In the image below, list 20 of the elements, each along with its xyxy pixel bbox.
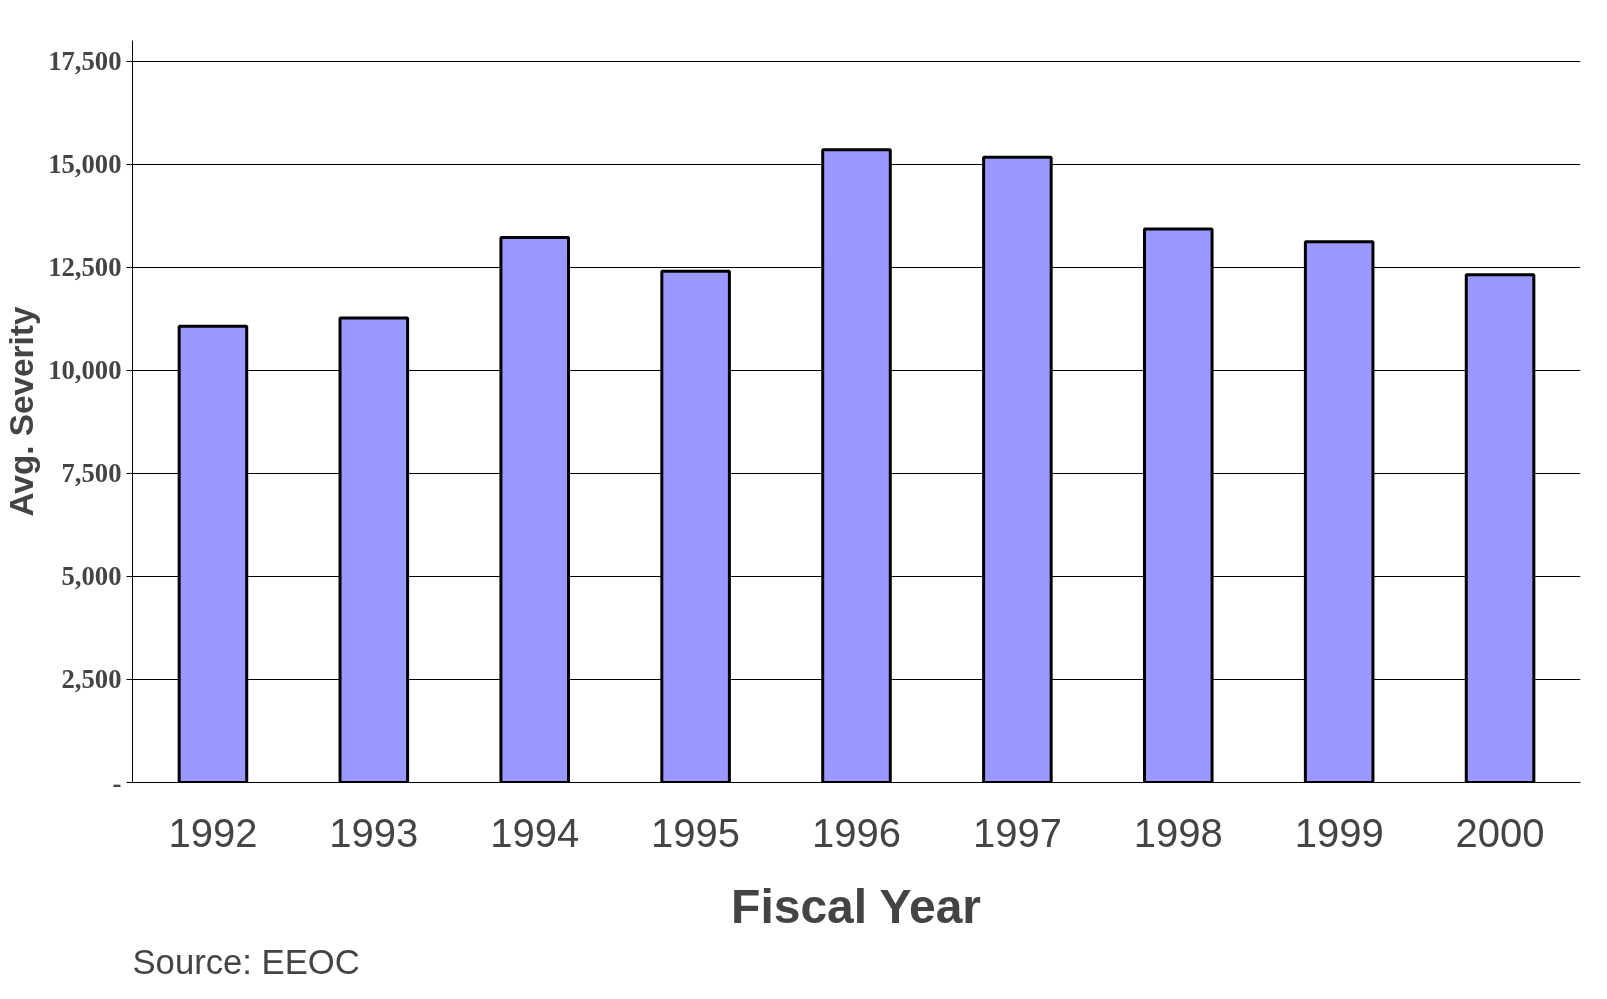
x-tick-label: 1997 — [972, 810, 1062, 855]
x-tick-label: 1996 — [812, 810, 901, 855]
y-tick-label: 7,500 — [61, 458, 122, 489]
x-tick-label: 1992 — [168, 810, 258, 855]
x-tick-label: 1998 — [1133, 810, 1223, 855]
y-tick-label: 10,000 — [48, 355, 122, 386]
x-tick-label: 2000 — [1455, 810, 1545, 855]
y-axis-title: Avg. Severity — [3, 306, 41, 517]
y-tick-label: - — [112, 767, 122, 798]
x-axis-title: Fiscal Year — [731, 879, 982, 933]
x-tick-label: 1995 — [651, 810, 741, 855]
y-tick-label: 5,000 — [61, 561, 122, 592]
source-note: Source: EEOC — [132, 942, 360, 981]
x-tick-label: 1999 — [1294, 810, 1384, 855]
x-tick-label: 1994 — [490, 810, 580, 855]
y-tick-label: 12,500 — [48, 252, 122, 283]
x-tick-label: 1993 — [329, 810, 419, 855]
y-tick-label: 2,500 — [61, 664, 122, 695]
y-tick-label: 17,500 — [48, 46, 122, 77]
y-tick-label: 15,000 — [48, 149, 122, 180]
